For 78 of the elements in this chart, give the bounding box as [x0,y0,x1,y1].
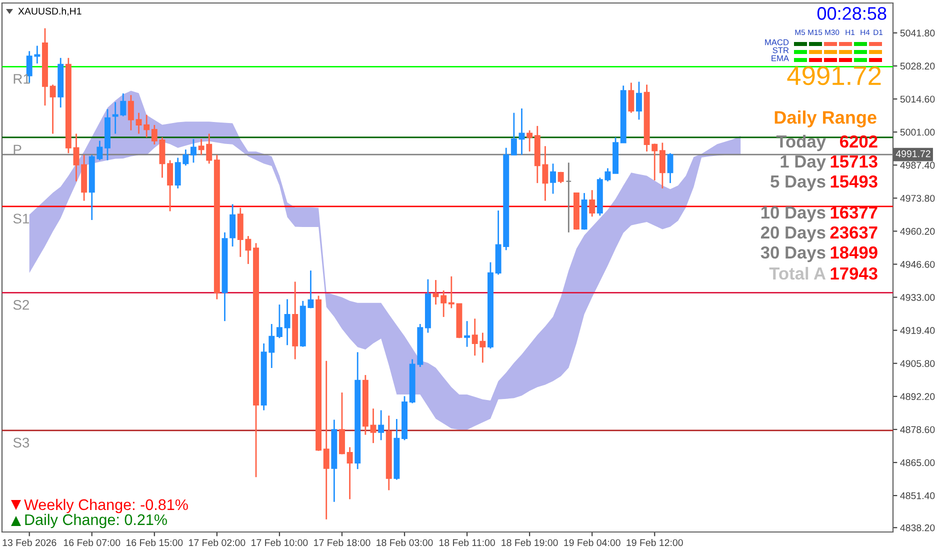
candlestick [339,392,345,455]
x-tick-label: 17 Feb 02:00 [189,538,246,546]
candlestick [636,81,642,120]
x-tick-label: 18 Feb 19:00 [502,538,558,546]
annotation: 20 Days [760,226,826,242]
y-tick-label: 5041.80 [900,30,935,37]
y-tick-label: 4946.60 [900,260,935,268]
candlestick [346,446,353,500]
annotation: EMA [772,55,789,62]
ref-line-label: 4991.72 [896,150,930,158]
annotation: Weekly Change: -0.81% [24,498,188,514]
annotation: Daily Range [774,110,876,128]
candlestick [518,108,525,156]
y-tick-label: 4919.40 [900,327,935,334]
candlestick [323,360,330,520]
annotation: 1 Day [780,156,826,172]
candlestick [73,133,80,182]
candlestick [378,410,384,441]
x-tick-label: 17 Feb 10:00 [252,538,308,546]
candlestick [230,204,236,248]
candlestick [190,138,196,164]
annotation: 17943 [830,267,878,280]
annotation: 18499 [830,246,878,259]
candlestick [464,320,470,348]
annotation: 15713 [830,155,878,168]
ref-line-label: S1 [13,214,29,224]
y-tick-label: 4851.40 [900,492,935,500]
candlestick [589,189,596,218]
x-tick-label: 19 Feb 04:00 [564,538,620,546]
annotation: 4991.72 [787,66,881,86]
candlestick [628,82,634,114]
annotation: Today [776,134,826,152]
x-tick-label: 18 Feb 11:00 [439,538,495,546]
annotation: Daily Change: 0.21% [25,514,167,528]
annotation: 15493 [830,175,878,188]
annotation: 00:28:58 [817,7,886,20]
x-tick-label: 17 Feb 18:00 [314,538,370,546]
y-tick-label: 4933.00 [900,294,935,301]
candlestick [128,94,134,132]
y-tick-label: 4960.20 [900,228,935,235]
ref-line-label: P [14,144,22,154]
y-tick-label: 5014.60 [900,96,935,103]
candlestick [167,160,174,212]
x-tick-label: 16 Feb 07:00 [64,538,120,546]
candlestick [510,112,517,156]
candlestick [284,298,290,346]
y-tick-label: 4865.00 [900,459,935,466]
candlestick [659,142,666,190]
candlestick [526,130,533,152]
annotation: 5 Days [770,176,826,192]
y-tick-label: 4987.40 [900,162,935,169]
annotation: 6202 [840,135,878,148]
x-tick-label: 16 Feb 15:00 [126,538,183,546]
candlestick [50,84,56,134]
candlestick [370,408,376,444]
y-tick-label: 4973.80 [900,194,935,202]
annotation: MACD [765,39,789,46]
annotation: STR [772,47,789,54]
annotation: 23637 [830,226,878,239]
annotation: 10 Days [761,206,826,222]
y-tick-label: 4838.20 [900,524,935,532]
x-tick-label: 13 Feb 2026 [2,538,56,546]
candlestick [276,304,282,339]
annotation: XAUUSD.h,H1 [18,7,82,16]
y-tick-label: 5001.00 [900,128,935,136]
annotation: 30 Days [760,246,826,262]
y-tick-label: 5028.20 [900,62,935,70]
y-tick-label: 4905.80 [900,360,935,367]
annotation: Total A [769,266,826,280]
y-tick-label: 4892.20 [900,393,935,400]
x-tick-label: 19 Feb 12:00 [626,538,683,546]
candlestick [550,162,556,194]
candlestick [566,162,572,234]
ref-line-label: S2 [13,300,29,310]
ref-line-label: S3 [13,438,30,448]
candlestick [667,152,674,184]
x-tick-label: 18 Feb 03:00 [376,538,433,546]
y-tick-label: 4878.60 [900,426,935,434]
